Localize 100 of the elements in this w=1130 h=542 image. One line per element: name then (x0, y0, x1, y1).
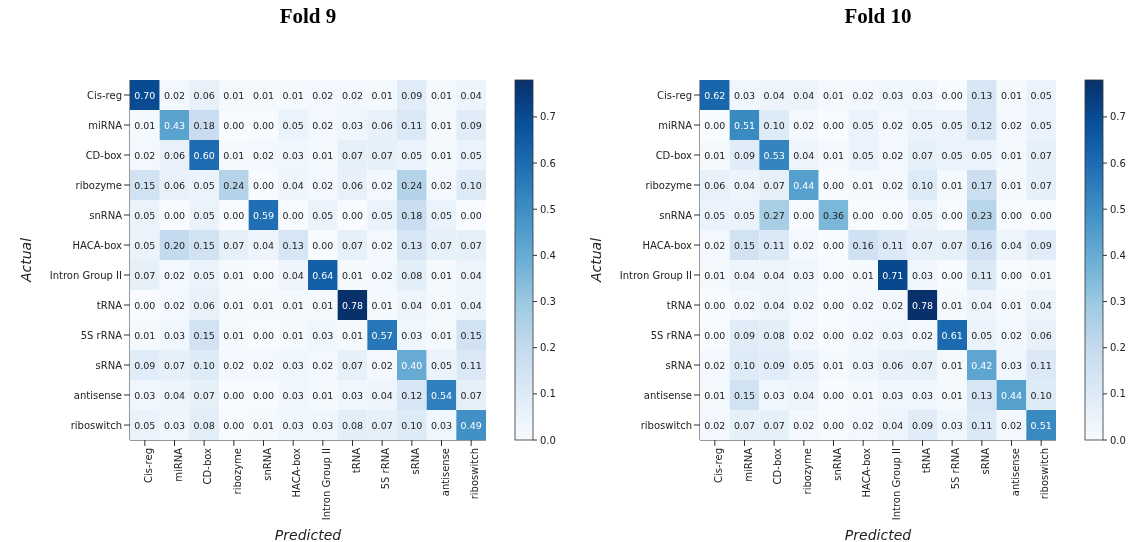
data-label: 0.04 (282, 179, 304, 191)
data-label: 0.01 (223, 269, 245, 281)
data-label: 0.04 (793, 89, 815, 101)
data-label: 0.04 (460, 269, 482, 281)
color-bar-label: 0.6 (540, 157, 556, 169)
data-label: 0.02 (793, 239, 815, 251)
data-label: 0.01 (312, 149, 334, 161)
x-tick-label: antisense (439, 448, 451, 497)
data-label: 0.00 (252, 269, 275, 281)
data-label: 0.54 (430, 389, 453, 401)
x-tick-label: snRNA (261, 447, 273, 481)
data-label: 0.01 (430, 329, 453, 341)
data-label: 0.00 (460, 209, 482, 221)
data-label: 0.07 (733, 419, 756, 431)
data-label: 0.10 (1030, 389, 1052, 401)
data-label: 0.01 (704, 269, 726, 281)
data-label: 0.01 (371, 299, 393, 311)
data-label: 0.01 (312, 389, 334, 401)
data-label: 0.02 (882, 179, 904, 191)
data-label: 0.04 (163, 389, 186, 401)
x-tick-label: ribozyme (231, 448, 243, 495)
x-tick-label: Cis-reg (142, 448, 154, 483)
data-label: 0.02 (911, 329, 934, 341)
data-label: 0.04 (401, 299, 423, 311)
data-label: 0.01 (134, 119, 156, 131)
data-label: 0.02 (312, 359, 334, 371)
data-label: 0.00 (341, 209, 364, 221)
data-label: 0.02 (134, 149, 156, 161)
data-label: 0.15 (134, 179, 156, 191)
color-bar-label: 0.4 (1110, 249, 1126, 261)
x-tick-label: Cis-reg (712, 448, 724, 483)
data-label: 0.00 (822, 239, 845, 251)
data-label: 0.03 (134, 389, 156, 401)
color-bar-label: 0.5 (540, 203, 556, 215)
data-label: 0.09 (401, 89, 423, 101)
y-tick-label: riboswitch (70, 419, 122, 431)
data-label: 0.03 (911, 389, 934, 401)
data-label: 0.09 (733, 329, 756, 341)
data-label: 0.02 (252, 149, 275, 161)
x-tick-label: 5S rRNA (380, 447, 392, 490)
data-label: 0.51 (733, 119, 756, 131)
data-label: 0.01 (341, 269, 364, 281)
data-label: 0.08 (401, 269, 423, 281)
y-tick-label: HACA-box (642, 239, 693, 251)
data-label: 0.04 (371, 389, 393, 401)
x-tick-label: ribozyme (801, 448, 813, 495)
data-label: 0.24 (223, 179, 245, 191)
y-tick-label: tRNA (666, 299, 693, 311)
data-label: 0.04 (763, 299, 785, 311)
data-label: 0.09 (763, 359, 785, 371)
data-label: 0.06 (163, 179, 186, 191)
data-label: 0.07 (341, 149, 364, 161)
data-label: 0.11 (763, 239, 785, 251)
data-label: 0.02 (371, 179, 393, 191)
y-tick-label: sRNA (95, 359, 123, 371)
data-label: 0.27 (763, 209, 785, 221)
y-tick-label: sRNA (665, 359, 693, 371)
data-label: 0.02 (430, 179, 453, 191)
data-label: 0.40 (401, 359, 423, 371)
data-label: 0.02 (371, 269, 393, 281)
data-label: 0.02 (793, 419, 815, 431)
data-label: 0.03 (282, 149, 304, 161)
data-label: 0.01 (1000, 299, 1023, 311)
data-label: 0.00 (252, 179, 275, 191)
data-label: 0.09 (1030, 239, 1052, 251)
data-label: 0.04 (1000, 239, 1023, 251)
y-tick-label: HACA-box (72, 239, 123, 251)
data-label: 0.08 (193, 419, 215, 431)
data-label: 0.00 (1000, 269, 1023, 281)
color-bar-label: 0.7 (540, 111, 556, 123)
data-label: 0.00 (223, 209, 245, 221)
data-label: 0.04 (460, 299, 482, 311)
color-bar-label: 0.4 (540, 249, 556, 261)
data-label: 0.07 (911, 149, 934, 161)
data-label: 0.00 (704, 299, 726, 311)
data-label: 0.01 (223, 329, 245, 341)
y-tick-label: ribozyme (75, 179, 122, 191)
data-label: 0.09 (134, 359, 156, 371)
x-tick-label: riboswitch (469, 448, 481, 500)
data-label: 0.13 (401, 239, 423, 251)
data-label: 0.05 (852, 119, 874, 131)
data-label: 0.07 (911, 239, 934, 251)
data-label: 0.02 (1000, 419, 1023, 431)
x-tick-label: tRNA (920, 447, 932, 474)
data-label: 0.07 (763, 179, 785, 191)
data-label: 0.02 (163, 299, 186, 311)
data-label: 0.02 (1000, 119, 1023, 131)
color-bar-label: 0.2 (1110, 342, 1126, 354)
data-label: 0.04 (793, 149, 815, 161)
data-label: 0.01 (252, 419, 275, 431)
data-label: 0.61 (941, 329, 963, 341)
data-label: 0.03 (1000, 359, 1023, 371)
data-label: 0.44 (1000, 389, 1023, 401)
data-label: 0.71 (882, 269, 904, 281)
color-bar-label: 0.2 (540, 342, 556, 354)
data-label: 0.05 (911, 209, 934, 221)
data-label: 0.12 (971, 119, 993, 131)
data-label: 0.03 (341, 119, 364, 131)
data-label: 0.00 (822, 119, 845, 131)
x-tick-label: miRNA (172, 447, 184, 482)
